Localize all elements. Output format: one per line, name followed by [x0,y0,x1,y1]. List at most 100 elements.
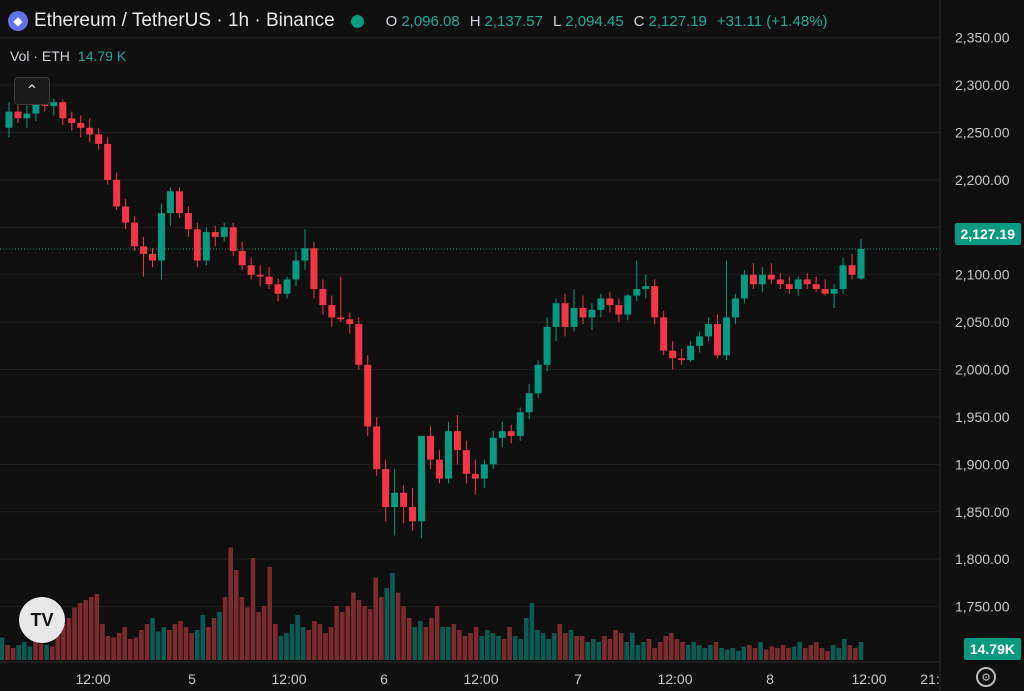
candle-body [319,288,327,306]
volume-bar [825,651,830,660]
candle-body [597,298,605,310]
volume-bar [847,645,853,660]
candle-body [669,350,677,359]
volume-bar [284,633,289,660]
ohlc-key: O [385,12,398,30]
candle-body [140,246,148,254]
candle-body [839,265,847,289]
candle-body [776,279,784,285]
volume-label[interactable]: Vol · ETH [10,48,70,64]
volume-bar [155,631,161,660]
volume-bar [239,597,245,660]
volume-bar [524,618,529,660]
candle-body [265,276,273,285]
candle-body [328,305,336,318]
time-tick-label: 6 [380,671,388,687]
price-tick-label: 1,850.00 [955,504,1010,520]
volume-bar [574,636,579,660]
tradingview-logo[interactable]: TV [19,597,65,643]
candle-body [714,324,722,356]
volume-bar [724,649,730,660]
time-tick-label: 12:00 [271,671,306,687]
candle-body [418,435,426,522]
volume-bar [457,630,462,660]
candle-body [812,284,820,289]
volume-bar [116,633,122,660]
candle-body [5,111,13,128]
symbol-legend: ◆ Ethereum / TetherUS · 1h · Binance O 2,… [8,10,828,32]
volume-bar [596,642,602,660]
candle-body [471,473,479,479]
candle-body [274,284,282,294]
market-status-icon[interactable] [350,14,364,28]
candle-body [427,435,435,460]
volume-bar [535,630,540,660]
volume-bar [356,600,362,660]
candle-body [50,102,58,106]
ohlc-key: H [469,12,481,30]
candle-body [516,412,524,436]
volume-bar [540,633,546,660]
price-tick-label: 2,350.00 [955,30,1010,46]
volume-bar [440,627,445,660]
volume-bar [769,646,775,660]
price-tick-label: 2,000.00 [955,362,1010,378]
volume-bar [702,648,708,660]
volume-bar [423,627,429,660]
candle-body [68,118,76,124]
symbol-title[interactable]: Ethereum / TetherUS · 1h · Binance [34,10,335,31]
candle-body [77,123,85,128]
ohlc-value: 2,137.57 [484,12,543,30]
grid-lines [0,37,940,608]
ohlc-key: L [552,12,562,30]
volume-bar [144,624,150,660]
volume-bar [657,642,663,660]
candle-body [633,288,641,296]
volume-bar [100,624,105,660]
candle-body [480,464,488,479]
ohlc-values: O 2,096.08 H 2,137.57 L 2,094.45 C 2,127.19 +31.… [380,13,828,30]
volume-bars [0,547,864,660]
candle-body [435,459,443,479]
volume-bar [434,606,440,660]
candle-body [95,134,103,144]
volume-bar [663,636,669,660]
price-axis[interactable]: 2,350.002,300.002,250.002,200.002,150.00… [955,30,1010,615]
candle-body [722,317,730,356]
volume-bar [775,648,780,660]
volume-bar [133,637,139,660]
candle-body [543,326,551,365]
volume-bar [719,648,724,660]
time-tick-label: 5 [188,671,196,687]
candle-body [337,317,345,320]
volume-bar [183,627,189,660]
volume-bar [38,643,44,660]
candle-body [749,274,757,285]
time-tick-label: 8 [766,671,774,687]
volume-bar [172,624,178,660]
volume-bar [122,627,128,660]
volume-bar [501,639,507,660]
volume-bar [412,627,418,660]
volume-bar [373,577,379,660]
volume-bar [261,606,267,660]
time-tick-label: 12:00 [75,671,110,687]
volume-bar [602,636,607,660]
settings-icon[interactable]: ⚙ [976,667,996,687]
candle-body [391,492,399,508]
candle-body [651,286,659,318]
time-axis[interactable]: 12:00 5 12:00 6 12:00 7 12:00 8 12:00 21: [75,671,939,687]
volume-bar [362,606,367,660]
price-tick-label: 2,050.00 [955,314,1010,330]
candle-body [382,469,390,508]
price-tick-label: 2,300.00 [955,77,1010,93]
volume-bar [328,627,334,660]
volume-bar [334,606,339,660]
volume-bar [741,646,747,660]
volume-bar [127,639,133,660]
collapse-legend-button[interactable]: ⌃ [14,77,50,105]
volume-bar [0,637,5,660]
volume-bar [791,646,797,660]
